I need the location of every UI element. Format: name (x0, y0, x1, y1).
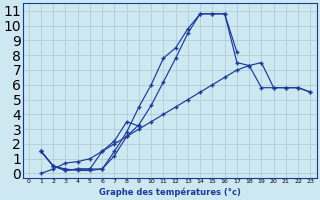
X-axis label: Graphe des températures (°c): Graphe des températures (°c) (99, 187, 241, 197)
